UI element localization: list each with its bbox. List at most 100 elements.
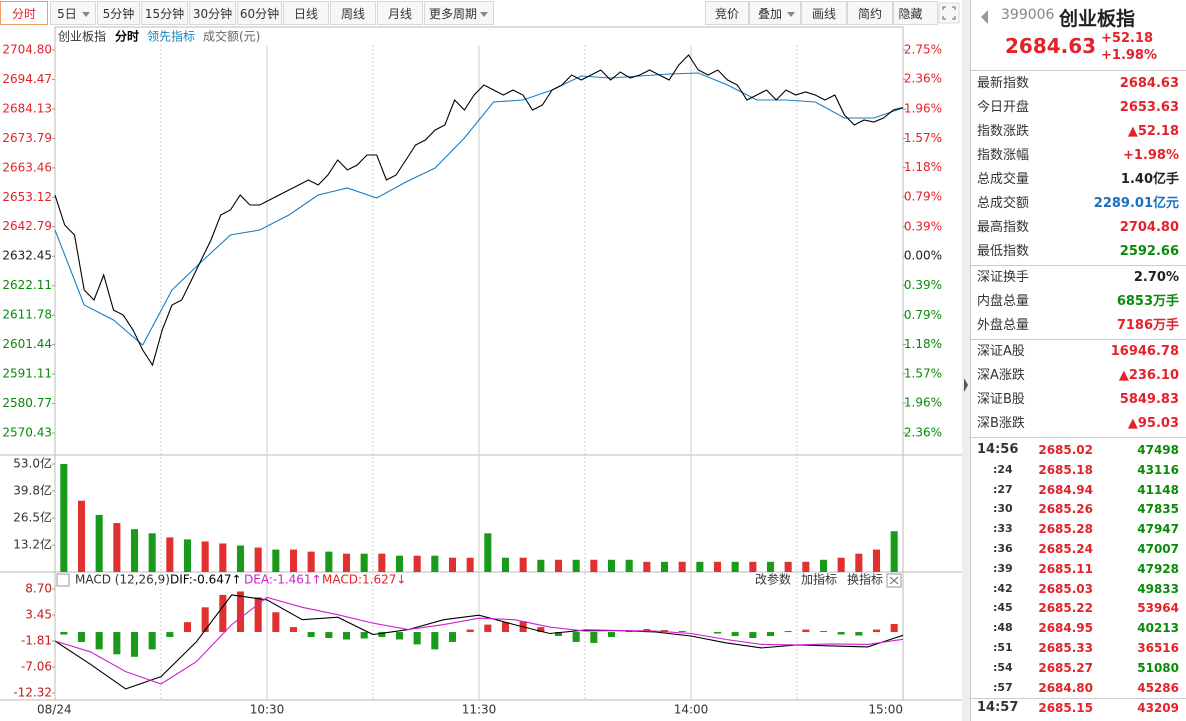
y2-tick-label: 0.39%: [904, 219, 942, 233]
volume-bar: [819, 559, 828, 572]
stat-label: 总成交额: [977, 196, 1030, 211]
macd-readout: DEA:-1.461↑: [244, 573, 322, 587]
volume-bar: [466, 557, 474, 572]
fullscreen-icon: [942, 6, 956, 20]
stat-row: 指数涨跌 ▲52.18: [971, 120, 1185, 144]
stat-value: 2592.66: [1119, 244, 1179, 259]
macd-button[interactable]: 换指标: [847, 572, 883, 587]
tool-button[interactable]: 叠加: [749, 1, 801, 25]
fullscreen-button[interactable]: [938, 2, 960, 24]
tab-button[interactable]: 月线: [377, 1, 423, 25]
volume-bar: [166, 537, 174, 572]
x-tick-label: 10:30: [250, 703, 285, 717]
volume-bar: [219, 543, 227, 572]
tab-label: 60分钟: [239, 7, 280, 21]
macd-bar: [554, 632, 563, 637]
volume-bar: [554, 559, 563, 572]
tool-button[interactable]: 简约: [847, 1, 893, 25]
macd-bar: [572, 632, 580, 642]
macd-bar: [784, 631, 792, 633]
help-icon[interactable]: [56, 573, 70, 587]
tool-button[interactable]: 隐藏: [893, 1, 938, 25]
macd-button[interactable]: 改参数: [755, 572, 791, 587]
stat-row: 深B涨跌 ▲95.03: [971, 412, 1185, 436]
tab-button[interactable]: 30分钟: [189, 1, 236, 25]
tab-button[interactable]: 5分钟: [97, 1, 140, 25]
y2-tick-label: 0.00%: [904, 249, 942, 263]
tab-button[interactable]: 15分钟: [141, 1, 188, 25]
volume-bar: [784, 561, 792, 572]
stat-value: +1.98%: [1123, 148, 1179, 163]
quote-code: 399006: [1001, 7, 1055, 23]
macd-button[interactable]: 加指标: [801, 572, 837, 587]
tab-button[interactable]: 周线: [330, 1, 376, 25]
tab-button[interactable]: 日线: [283, 1, 329, 25]
stat-value: 2.70%: [1133, 270, 1179, 285]
arrow: [787, 12, 795, 17]
tick-row: :03 2685.23 15557: [971, 717, 1185, 721]
tick-row: :48 2684.95 40213: [971, 618, 1185, 638]
y-tick-label: 2694.47: [2, 72, 52, 86]
y-tick-label: 2632.45: [2, 249, 52, 263]
volume-bar: [855, 553, 863, 572]
tab-button[interactable]: 5日: [50, 1, 96, 25]
separator: [971, 70, 1186, 71]
tick-time: :51: [993, 641, 1013, 654]
tick-row: :33 2685.28 47947: [971, 519, 1185, 539]
tab-label: 5分钟: [102, 7, 135, 21]
tick-price: 2685.18: [1038, 462, 1093, 477]
tick-row: :57 2684.80 45286: [971, 678, 1185, 698]
separator: [971, 265, 1186, 266]
stat-value: 2289.01亿元: [1093, 196, 1179, 211]
stat-row: 今日开盘 2653.63: [971, 96, 1185, 120]
tick-time: :30: [993, 502, 1013, 516]
tool-label: 叠加: [757, 7, 782, 21]
tab-button[interactable]: 更多周期: [424, 1, 494, 25]
volume-bar: [431, 555, 439, 572]
y-tick-label: 39.8亿: [13, 482, 52, 497]
tick-row: :45 2685.22 53964: [971, 598, 1185, 618]
tick-time: 14:57: [977, 699, 1019, 715]
tool-button[interactable]: 画线: [801, 1, 847, 25]
macd-bar: [731, 632, 739, 637]
price-line: [54, 54, 904, 367]
quote-name: 创业板指: [1059, 8, 1136, 30]
macd-line: [54, 596, 904, 685]
macd-bar: [802, 629, 810, 633]
volume-bar: [130, 529, 139, 572]
tab-button[interactable]: 60分钟: [237, 1, 282, 25]
collapse-icon: [964, 378, 968, 392]
tool-label: 画线: [811, 7, 836, 21]
x-tick-label: 08/24: [37, 703, 72, 717]
stat-label: 今日开盘: [977, 100, 1030, 115]
stat-label: 最低指数: [977, 244, 1030, 259]
y-tick-label: 2673.79: [2, 131, 52, 145]
volume-bar: [413, 555, 421, 572]
prev-icon[interactable]: [975, 4, 995, 34]
tick-volume: 47007: [1137, 542, 1179, 556]
tool-button[interactable]: 竞价: [705, 1, 749, 25]
macd-bar: [342, 632, 351, 640]
tab-label: 日线: [293, 7, 318, 21]
y2-tick-label: 1.57%: [904, 366, 942, 380]
y-tick-label: 2570.43: [2, 426, 52, 440]
macd-bar: [60, 632, 68, 635]
tick-row: :54 2685.27 51080: [971, 658, 1185, 678]
volume-bar: [713, 561, 722, 572]
y-tick-label: 13.2亿: [13, 537, 52, 552]
tick-price: 2685.23: [1038, 717, 1093, 721]
macd-bar: [678, 631, 686, 633]
macd-bar: [484, 624, 492, 633]
tick-price: 2685.22: [1038, 601, 1093, 616]
tab-button[interactable]: 分时: [0, 1, 48, 25]
collapse-bar[interactable]: [962, 0, 970, 721]
macd-bar: [148, 632, 156, 650]
tab-label: 15分钟: [144, 7, 185, 21]
stat-value: ▲236.10: [1118, 368, 1179, 383]
stat-label: 深证B股: [977, 392, 1025, 407]
volume-bar: [519, 557, 527, 572]
legend-volume: 成交额(元): [203, 29, 260, 44]
volume-bar: [837, 557, 845, 572]
y-tick-label: 53.0亿: [13, 456, 52, 471]
tick-volume: 43209: [1137, 700, 1179, 715]
